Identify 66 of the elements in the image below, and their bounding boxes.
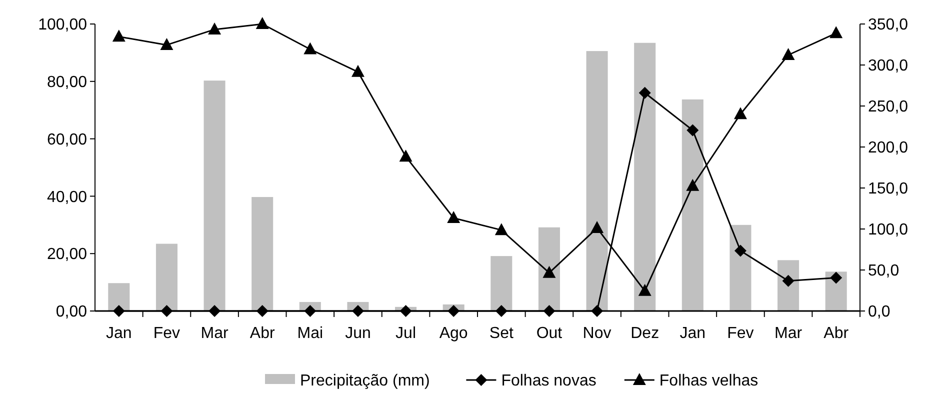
bar — [586, 51, 608, 311]
x-tick-label: Ago — [439, 325, 468, 342]
point — [447, 211, 460, 224]
bar — [730, 224, 752, 311]
y-tick-label: 100,00 — [38, 16, 88, 34]
point — [208, 22, 222, 34]
x-tick-label: Jul — [396, 325, 416, 342]
y-tick-label: 20,00 — [46, 246, 88, 264]
y2-tick-label: 300,0 — [868, 58, 908, 75]
bar — [682, 99, 704, 311]
x-tick-label: Mar — [200, 325, 229, 342]
y2-tick-label: 100,0 — [868, 222, 908, 239]
point — [686, 178, 700, 191]
point — [686, 124, 699, 136]
x-tick-label: Mar — [774, 325, 803, 342]
point — [590, 221, 604, 234]
y-tick-label: 40,00 — [46, 188, 88, 206]
y-tick-label: 60,00 — [46, 131, 88, 148]
point — [542, 266, 556, 278]
y2-tick-label: 350,0 — [868, 16, 908, 34]
bar — [156, 244, 178, 311]
point — [638, 284, 652, 296]
legend-label: Folhas novas — [501, 372, 596, 390]
x-tick-label: Abr — [824, 325, 850, 342]
point — [112, 30, 126, 42]
y-tick-label: 0,00 — [56, 304, 88, 321]
y-tick-label: 80,00 — [46, 74, 88, 91]
bar — [634, 42, 656, 311]
x-tick-label: Fev — [727, 325, 754, 342]
y2-tick-label: 0,0 — [868, 304, 890, 321]
x-tick-label: Set — [489, 325, 514, 342]
bar — [252, 197, 274, 311]
bar — [490, 256, 512, 311]
x-tick-label: Mai — [297, 325, 324, 342]
x-tick-label: Jan — [106, 325, 132, 342]
point — [638, 86, 651, 99]
y2-tick-label: 200,0 — [868, 140, 908, 157]
bar — [204, 80, 226, 311]
point — [782, 48, 795, 60]
x-tick-label: Nov — [582, 325, 612, 342]
point — [830, 26, 843, 38]
x-tick-label: Fev — [153, 325, 180, 342]
y2-tick-label: 150,0 — [868, 180, 908, 198]
y2-tick-label: 50,0 — [868, 262, 900, 280]
bar — [825, 272, 847, 311]
legend-label: Precipitação (mm) — [300, 372, 430, 390]
x-tick-label: Jun — [345, 325, 371, 342]
bar — [108, 283, 130, 311]
x-tick-label: Jan — [680, 325, 706, 342]
point — [734, 244, 746, 257]
legend-label: Folhas velhas — [659, 372, 758, 390]
point — [351, 64, 364, 77]
bar — [538, 227, 560, 311]
point — [734, 107, 747, 120]
y2-tick-label: 250,0 — [868, 98, 908, 116]
x-tick-label: Abr — [250, 325, 276, 342]
point — [782, 274, 794, 287]
x-tick-label: Out — [536, 325, 563, 342]
point — [304, 42, 317, 54]
point — [830, 272, 842, 284]
x-tick-label: Dez — [630, 325, 660, 342]
point — [494, 223, 508, 236]
bar — [778, 260, 800, 311]
point — [399, 150, 412, 162]
point — [256, 17, 269, 29]
point — [160, 38, 174, 50]
